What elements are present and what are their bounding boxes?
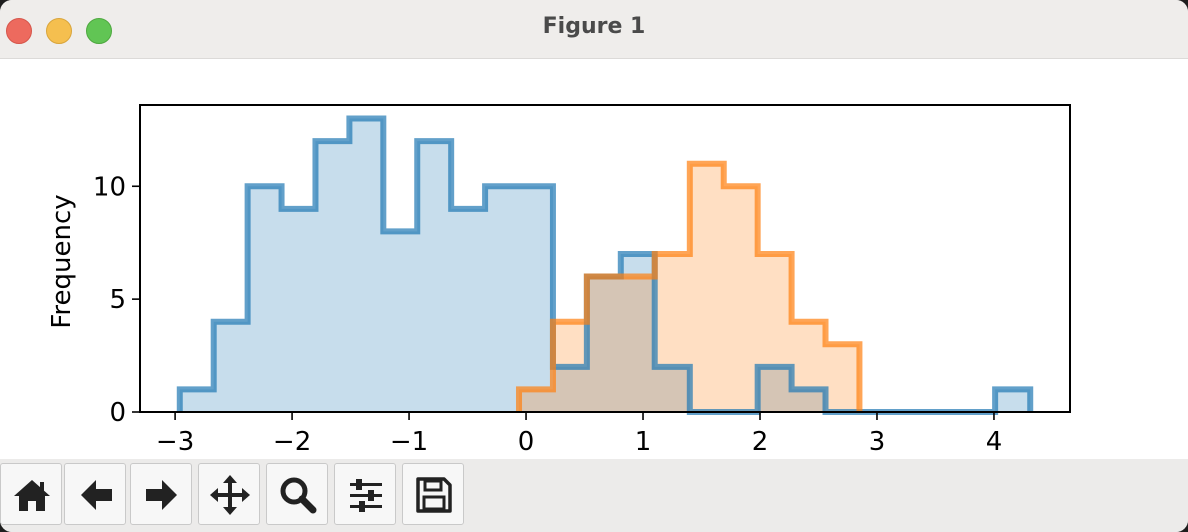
histogram-bar-s1-3 <box>282 209 316 412</box>
histogram-bar-s2-9 <box>826 344 860 412</box>
histogram-bar-s1-0 <box>180 389 214 412</box>
home-button[interactable] <box>0 463 62 525</box>
histogram-bar-s1-4 <box>315 141 349 412</box>
sliders-icon <box>350 479 382 512</box>
histogram-bar-s1-6 <box>383 231 417 412</box>
y-tick-label: 5 <box>109 285 126 315</box>
floppy-disk-icon <box>416 477 452 513</box>
arrow-left-icon <box>81 480 112 510</box>
zoom-button[interactable] <box>266 463 328 525</box>
x-tick-label: 0 <box>518 427 535 457</box>
x-tick-label: 1 <box>635 427 652 457</box>
histogram-bar-s2-2 <box>587 277 621 412</box>
histogram-series-2-outline <box>516 160 863 412</box>
histogram-bar-s1-9 <box>485 186 519 412</box>
save-button[interactable] <box>402 463 464 525</box>
navigation-toolbar <box>0 459 1188 532</box>
y-tick-label: 10 <box>93 172 126 202</box>
histogram-bar-s1-2 <box>248 186 282 412</box>
histogram-plot: −3 −2 −1 0 1 2 3 4 0 5 10 Frequency <box>47 104 1071 457</box>
histogram-bar-s2-0 <box>519 389 553 412</box>
magnifier-icon <box>280 477 317 514</box>
arrow-right-icon <box>146 480 177 510</box>
configure-subplots-button[interactable] <box>334 463 396 525</box>
histogram-bar-s2-6 <box>724 186 758 412</box>
histogram-bar-s2-8 <box>792 322 826 412</box>
home-icon <box>14 480 50 511</box>
close-window-button[interactable] <box>6 18 32 44</box>
window-title: Figure 1 <box>542 14 646 39</box>
pan-button[interactable] <box>198 463 260 525</box>
histogram-series-1-fill <box>179 118 1031 412</box>
histogram-bar-s1-24 <box>995 389 1030 412</box>
x-tick-label: 4 <box>986 427 1003 457</box>
forward-button[interactable] <box>130 463 192 525</box>
minimize-window-button[interactable] <box>46 18 72 44</box>
x-tick-label: 3 <box>869 427 886 457</box>
back-button[interactable] <box>64 463 126 525</box>
histogram-bar-s1-8 <box>451 209 485 412</box>
move-icon <box>210 475 250 515</box>
x-tick-label: −2 <box>273 427 311 457</box>
y-tick-label: 0 <box>109 398 126 428</box>
histogram-bar-s1-10 <box>519 186 553 412</box>
histogram-bar-s2-3 <box>621 277 655 412</box>
histogram-bar-s2-5 <box>690 164 724 412</box>
histogram-bar-s1-7 <box>417 141 451 412</box>
histogram-bar-s2-7 <box>758 254 792 412</box>
histogram-series-2-fill <box>519 163 860 412</box>
histogram-bar-s1-5 <box>349 119 383 412</box>
zoom-window-button[interactable] <box>86 18 112 44</box>
histogram-bar-s2-4 <box>655 254 690 412</box>
figure-canvas[interactable]: −3 −2 −1 0 1 2 3 4 0 5 10 Frequency <box>0 59 1188 459</box>
axes-frame <box>139 104 1071 413</box>
histogram-bar-s2-1 <box>553 322 587 412</box>
title-bar: Figure 1 <box>0 0 1188 59</box>
y-axis-label: Frequency <box>47 194 77 328</box>
x-tick-label: −1 <box>390 427 428 457</box>
x-tick-label: −3 <box>156 427 194 457</box>
histogram-bar-s1-1 <box>214 322 248 412</box>
x-tick-label: 2 <box>752 427 769 457</box>
histogram-series-group <box>176 115 1034 415</box>
